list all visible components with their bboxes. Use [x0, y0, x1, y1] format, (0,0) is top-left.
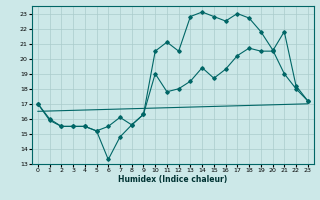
X-axis label: Humidex (Indice chaleur): Humidex (Indice chaleur)	[118, 175, 228, 184]
